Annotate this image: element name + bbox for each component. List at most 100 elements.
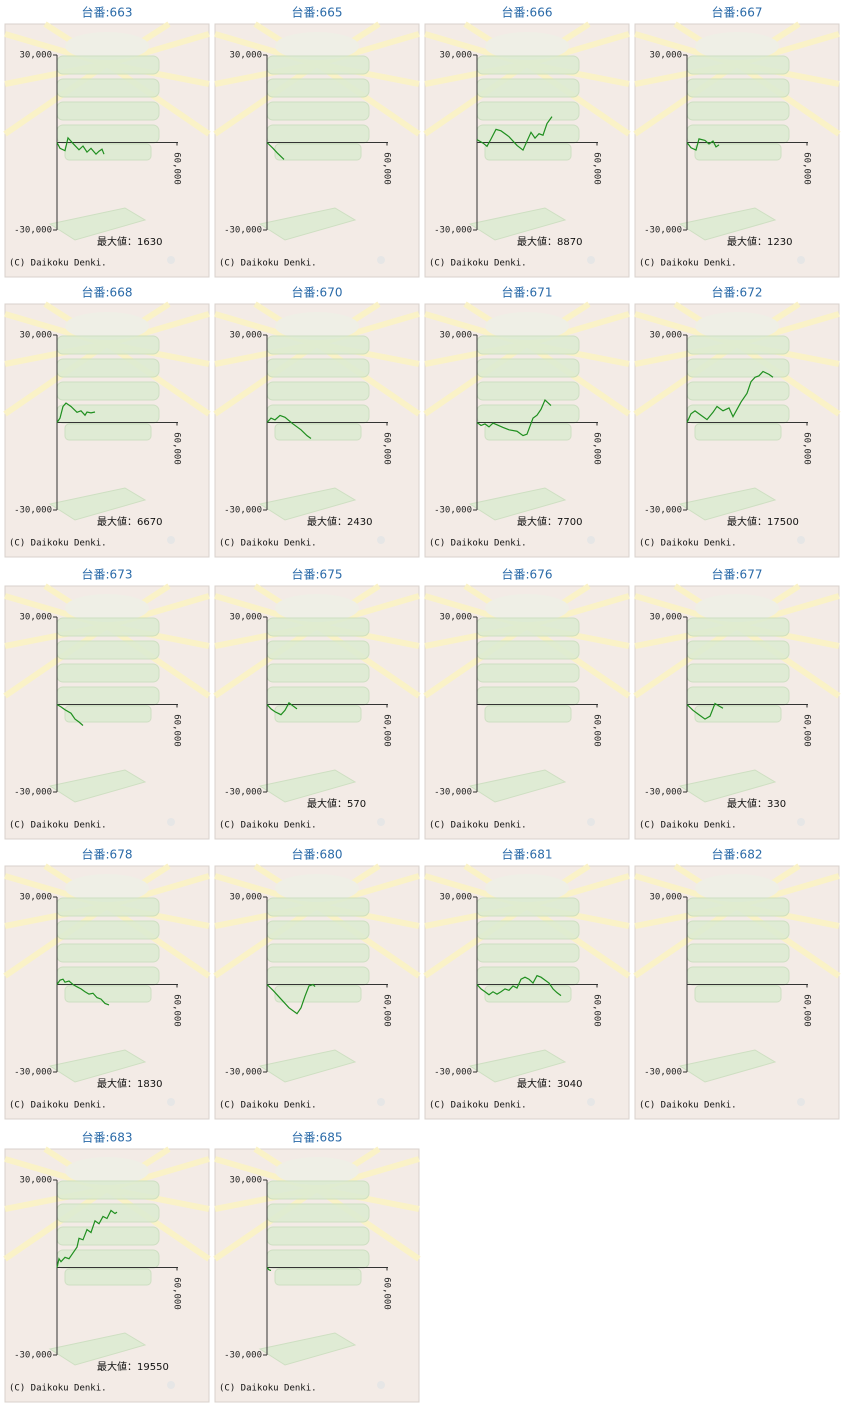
data-line: [686, 702, 724, 720]
card-background: [5, 586, 209, 839]
y-tick-label: 30,000: [229, 51, 262, 61]
y-tick-label: 30,000: [19, 1176, 52, 1186]
y-tick-label: 30,000: [19, 613, 52, 623]
copyright: (C) Daikoku Denki.: [219, 259, 317, 269]
y-tick-label: -30,000: [14, 788, 52, 798]
card-background: [425, 586, 629, 839]
x-tick-label: 60,000: [172, 1277, 182, 1310]
copyright: (C) Daikoku Denki.: [429, 1101, 527, 1111]
y-tick-label: 30,000: [649, 893, 682, 903]
copyright: (C) Daikoku Denki.: [639, 1101, 737, 1111]
x-tick-label: 60,000: [382, 714, 392, 747]
chart-title: 台番:682: [712, 847, 763, 862]
chart-title: 台番:676: [502, 567, 553, 582]
x-tick-label: 60,000: [592, 994, 602, 1027]
data-line: [56, 1209, 118, 1268]
copyright: (C) Daikoku Denki.: [9, 821, 107, 831]
y-tick-label: -30,000: [224, 1068, 262, 1078]
y-tick-label: 30,000: [439, 893, 472, 903]
copyright: (C) Daikoku Denki.: [219, 539, 317, 549]
copyright: (C) Daikoku Denki.: [219, 821, 317, 831]
x-tick-label: 60,000: [592, 714, 602, 747]
max-label: 最大値：19550: [97, 1360, 169, 1373]
y-tick-label: -30,000: [14, 1068, 52, 1078]
x-tick-label: 60,000: [382, 994, 392, 1027]
y-tick-label: 30,000: [649, 331, 682, 341]
y-tick-label: 30,000: [229, 1176, 262, 1186]
copyright: (C) Daikoku Denki.: [429, 821, 527, 831]
copyright: (C) Daikoku Denki.: [9, 259, 107, 269]
y-tick-label: -30,000: [224, 226, 262, 236]
copyright: (C) Daikoku Denki.: [219, 1384, 317, 1394]
chart-card: 30,000 -30,000 60,000 (C) Daikoku Denki.: [5, 586, 209, 839]
chart-title: 台番:678: [82, 847, 133, 862]
y-tick-label: 30,000: [439, 613, 472, 623]
y-tick-label: -30,000: [434, 506, 472, 516]
copyright: (C) Daikoku Denki.: [9, 1101, 107, 1111]
y-tick-label: -30,000: [14, 506, 52, 516]
y-tick-label: -30,000: [434, 226, 472, 236]
y-tick-label: 30,000: [439, 51, 472, 61]
card-background: [215, 1149, 419, 1402]
y-tick-label: -30,000: [434, 1068, 472, 1078]
x-tick-label: 60,000: [592, 432, 602, 465]
y-tick-label: 30,000: [229, 893, 262, 903]
chart-title: 台番:677: [712, 567, 763, 582]
chart-title: 台番:685: [292, 1130, 343, 1145]
data-line: [266, 142, 285, 160]
chart-card: 30,000 -30,000 60,000 最大値：1830 (C) Daikoku D…: [5, 866, 209, 1119]
y-tick-label: 30,000: [649, 613, 682, 623]
data-line: [56, 402, 96, 423]
y-tick-label: 30,000: [19, 893, 52, 903]
y-tick-label: 30,000: [439, 331, 472, 341]
max-label: 最大値：2430: [307, 515, 372, 528]
y-tick-label: -30,000: [434, 788, 472, 798]
chart-title: 台番:681: [502, 847, 553, 862]
y-tick-label: -30,000: [14, 226, 52, 236]
chart-card: 30,000 -30,000 60,000 (C) Daikoku Denki.: [215, 866, 419, 1119]
data-line: [266, 414, 312, 440]
x-tick-label: 60,000: [382, 1277, 392, 1310]
copyright: (C) Daikoku Denki.: [429, 539, 527, 549]
chart-card: 30,000 -30,000 60,000 最大値：19550 (C) Daikoku …: [5, 1149, 209, 1402]
copyright: (C) Daikoku Denki.: [639, 539, 737, 549]
x-tick-label: 60,000: [802, 152, 812, 185]
x-tick-label: 60,000: [802, 432, 812, 465]
y-tick-label: -30,000: [224, 1351, 262, 1361]
x-tick-label: 60,000: [382, 152, 392, 185]
chart-card: 30,000 -30,000 60,000 最大値：6670 (C) Daikoku D…: [5, 304, 209, 557]
y-tick-label: -30,000: [224, 506, 262, 516]
chart-card: 30,000 -30,000 60,000 (C) Daikoku Denki.: [215, 1149, 419, 1402]
card-background: [215, 24, 419, 277]
chart-title: 台番:680: [292, 847, 343, 862]
y-tick-label: -30,000: [644, 1068, 682, 1078]
y-tick-label: -30,000: [14, 1351, 52, 1361]
chart-title: 台番:663: [82, 5, 133, 20]
copyright: (C) Daikoku Denki.: [429, 259, 527, 269]
y-tick-label: 30,000: [649, 51, 682, 61]
max-label: 最大値：3040: [517, 1077, 582, 1090]
chart-title: 台番:668: [82, 285, 133, 300]
card-background: [215, 866, 419, 1119]
y-tick-label: -30,000: [644, 788, 682, 798]
chart-card: 30,000 -30,000 60,000 最大値：17500 (C) Daikoku …: [635, 304, 839, 557]
max-label: 最大値：1630: [97, 235, 162, 248]
max-label: 最大値：6670: [97, 515, 162, 528]
x-tick-label: 60,000: [172, 152, 182, 185]
x-tick-label: 60,000: [802, 714, 812, 747]
card-background: [635, 866, 839, 1119]
chart-card: 30,000 -30,000 60,000 最大値：2430 (C) Daikoku D…: [215, 304, 419, 557]
max-label: 最大値：330: [727, 797, 786, 810]
y-tick-label: -30,000: [644, 506, 682, 516]
data-line: [476, 116, 553, 152]
chart-card: 30,000 -30,000 60,000 最大値：8870 (C) Daikoku D…: [425, 24, 629, 277]
data-line: [56, 978, 110, 1006]
x-tick-label: 60,000: [172, 714, 182, 747]
x-tick-label: 60,000: [382, 432, 392, 465]
copyright: (C) Daikoku Denki.: [639, 821, 737, 831]
max-label: 最大値：570: [307, 797, 366, 810]
chart-title: 台番:675: [292, 567, 343, 582]
chart-title: 台番:671: [502, 285, 553, 300]
chart-card: 30,000 -30,000 60,000 最大値：330 (C) Daikoku De…: [635, 586, 839, 839]
